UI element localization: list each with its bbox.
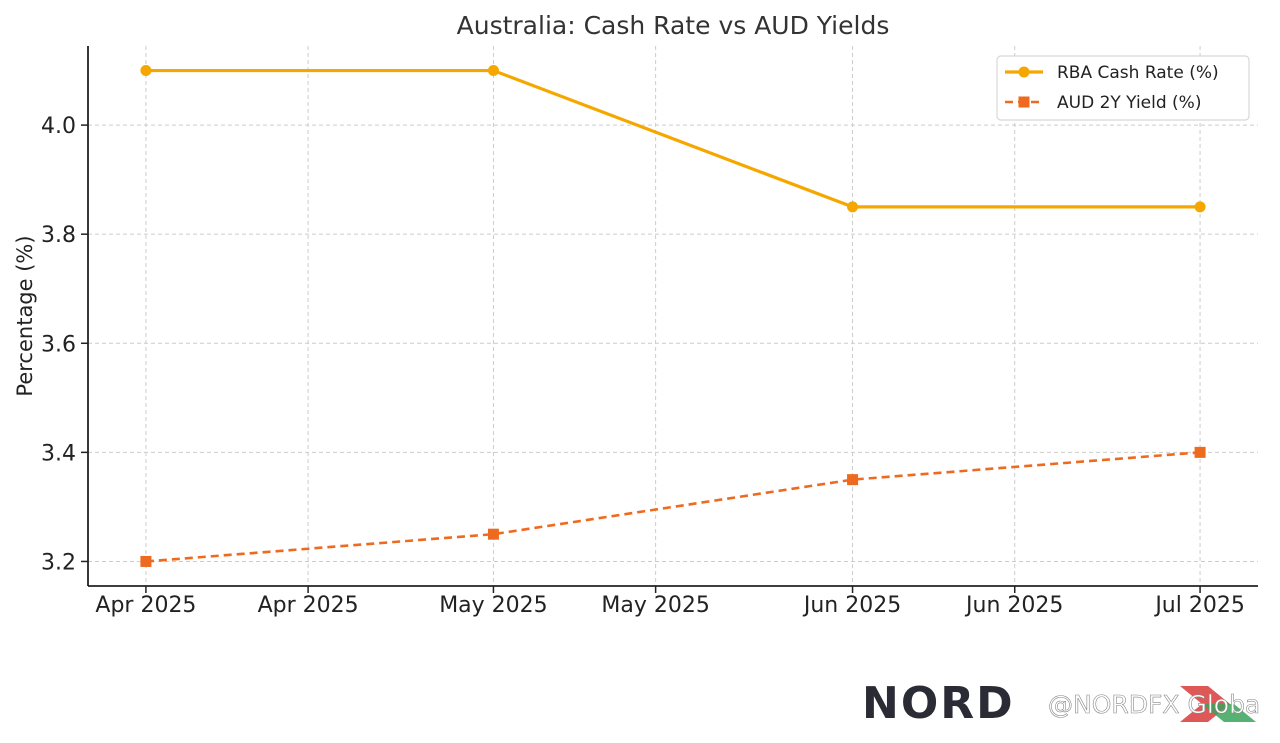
data-point <box>847 474 859 486</box>
x-tick-label: Apr 2025 <box>258 593 359 618</box>
x-tick-label: Apr 2025 <box>95 593 196 618</box>
svg-text:NORD: NORD <box>862 680 1015 729</box>
legend-box <box>996 55 1250 121</box>
data-point <box>140 65 152 77</box>
nordfx-logo: NORD <box>862 678 1256 729</box>
legend-swatch-marker <box>1018 66 1030 78</box>
y-tick-label: 3.2 <box>41 550 76 575</box>
legend: RBA Cash Rate (%) AUD 2Y Yield (%) <box>996 55 1250 121</box>
x-tick-label: May 2025 <box>601 593 709 618</box>
series-line-2 <box>145 451 1201 563</box>
axes <box>81 46 1258 593</box>
data-point <box>140 555 152 567</box>
y-tick-label: 4.0 <box>41 114 76 139</box>
x-tick-label: Jun 2025 <box>802 593 901 618</box>
data-point <box>1194 201 1206 213</box>
x-tick-label: Jul 2025 <box>1153 593 1245 618</box>
data-point <box>1194 446 1206 458</box>
watermark-handle: @NORDFX Global <box>1048 690 1262 719</box>
legend-label: RBA Cash Rate (%) <box>1057 63 1219 83</box>
x-tick-label: May 2025 <box>439 593 547 618</box>
social-icon <box>1014 690 1042 718</box>
x-tick-label: Jun 2025 <box>964 593 1063 618</box>
watermark: NORD @NORDFX Global <box>862 678 1268 730</box>
grid <box>88 46 1258 586</box>
series-layer <box>140 65 1206 567</box>
data-point <box>487 528 499 540</box>
y-tick-label: 3.4 <box>41 441 76 466</box>
series-line-1 <box>145 68 1201 209</box>
y-tick-label: 3.8 <box>41 223 76 248</box>
tick-labels: 3.2 3.4 3.6 3.8 4.0 Apr 2025 Apr 2025 May 2025 M… <box>41 114 1245 618</box>
legend-label: AUD 2Y Yield (%) <box>1057 93 1201 113</box>
data-point <box>847 201 859 213</box>
y-tick-label: 3.6 <box>41 332 76 357</box>
data-point <box>487 65 499 77</box>
y-axis-label: Percentage (%) <box>13 235 37 396</box>
legend-swatch-marker <box>1018 96 1030 108</box>
chart-title: Australia: Cash Rate vs AUD Yields <box>457 11 890 40</box>
